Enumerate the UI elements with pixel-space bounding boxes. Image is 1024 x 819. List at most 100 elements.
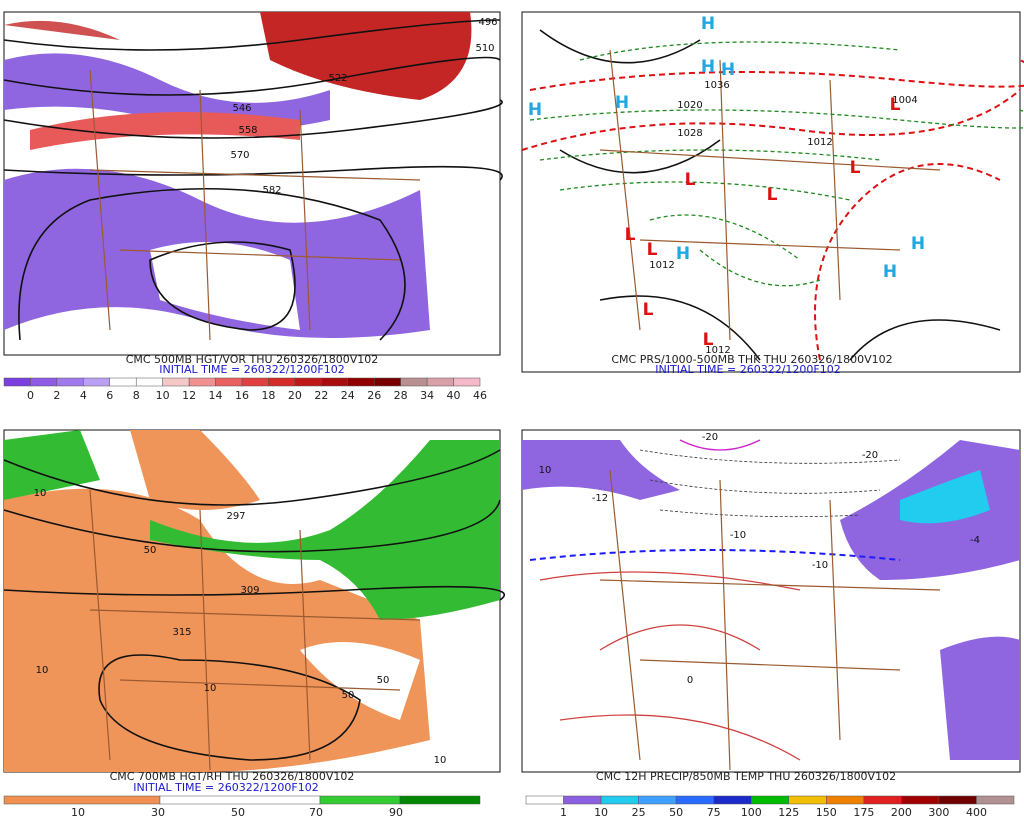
state-lines	[599, 469, 941, 771]
pressure-center: L	[850, 158, 861, 178]
contour-label: 50	[342, 690, 355, 701]
colorbar-label: 200	[891, 806, 912, 819]
contour-label: 315	[172, 627, 191, 638]
contour-label: 10	[34, 488, 47, 499]
map-precip	[521, 429, 1021, 773]
colorbar-box	[638, 795, 677, 805]
colorbar-label: 40	[447, 389, 461, 402]
contour-label: -4	[970, 535, 980, 546]
colorbar-label: 8	[133, 389, 140, 402]
contour	[3, 165, 503, 181]
colorbar-label: 46	[473, 389, 487, 402]
contour-label: -10	[812, 560, 828, 571]
contour	[3, 585, 506, 601]
colorbar-label: 400	[966, 806, 987, 819]
contour	[18, 187, 406, 341]
state-lines	[89, 489, 421, 771]
colorbar-box	[162, 377, 190, 387]
initial-time: INITIAL TIME = 260322/1200F102	[655, 363, 840, 376]
thickness	[814, 163, 1001, 361]
colorbar-box	[938, 795, 977, 805]
colorbar-box	[294, 377, 322, 387]
colorbar-box	[400, 377, 428, 387]
pressure-center: H	[911, 234, 925, 254]
initial-time: INITIAL TIME = 260322/1200F102	[133, 781, 318, 794]
colorbar-label: 6	[106, 389, 113, 402]
colorbar-box	[976, 795, 1015, 805]
colorbar-label: 16	[235, 389, 249, 402]
colorbar-box	[453, 377, 481, 387]
colorbar-label: 24	[341, 389, 355, 402]
colorbar-label: 300	[928, 806, 949, 819]
map-500mb	[3, 11, 503, 356]
contour-label: 570	[230, 150, 249, 161]
pressure-center: L	[643, 300, 654, 320]
precip	[940, 636, 1020, 760]
contour-label: 1036	[704, 80, 729, 91]
pressure-center: L	[625, 225, 636, 245]
colorbar-box	[901, 795, 940, 805]
contour-label: 50	[144, 545, 157, 556]
colorbar-label: 175	[853, 806, 874, 819]
caption: CMC 500MB HGT/VOR THU 260326/1800V102	[126, 353, 379, 366]
contour-label: 496	[478, 17, 497, 28]
contour-label: 297	[226, 511, 245, 522]
contour-label: 558	[238, 125, 257, 136]
colorbar-box	[56, 377, 84, 387]
contour-label: -20	[702, 432, 718, 443]
colorbar-label: 22	[314, 389, 328, 402]
colorbar-label: 0	[27, 389, 34, 402]
pressure-center: H	[676, 244, 690, 264]
colorbar-box	[241, 377, 269, 387]
colorbar-label: 90	[389, 806, 403, 819]
colorbar-box	[188, 377, 216, 387]
colorbar-label: 12	[182, 389, 196, 402]
vort-max	[4, 20, 120, 40]
thickness	[529, 59, 1024, 91]
contour-label: -10	[730, 530, 746, 541]
contour	[3, 499, 501, 553]
colorbar-box	[319, 795, 401, 805]
temp-contours	[639, 449, 901, 518]
isobar	[539, 29, 1001, 361]
colorbar-box	[3, 795, 161, 805]
colorbar-label: 30	[151, 806, 165, 819]
precip	[522, 440, 680, 500]
contour-label: 522	[328, 73, 347, 84]
contour-label: 1012	[807, 137, 832, 148]
contour-label: 10	[204, 683, 217, 694]
map-pressure	[521, 11, 1024, 373]
colorbar-box	[426, 377, 454, 387]
colorbar-box	[373, 377, 401, 387]
colorbar-label: 2	[53, 389, 60, 402]
rh-moist	[150, 440, 500, 620]
contour-label: -20	[862, 450, 878, 461]
contour-label: 510	[475, 43, 494, 54]
colorbar-box	[109, 377, 137, 387]
contour-label: 1028	[677, 128, 702, 139]
caption: CMC PRS/1000-500MB THK THU 260326/1800V1…	[611, 353, 892, 366]
colorbar-box	[3, 377, 31, 387]
colorbar-box	[30, 377, 58, 387]
vort-area	[4, 53, 330, 131]
contour	[3, 99, 503, 139]
colorbar-box	[215, 377, 243, 387]
pressure-center: H	[528, 100, 542, 120]
contour	[149, 241, 296, 331]
colorbar-label: 26	[367, 389, 381, 402]
colorbar-label: 18	[261, 389, 275, 402]
colorbar-label: 50	[669, 806, 683, 819]
colorbar-box	[347, 377, 375, 387]
pressure-center: H	[615, 93, 629, 113]
colorbar-box	[268, 377, 296, 387]
temp-contours	[539, 571, 801, 761]
colorbar-label: 28	[394, 389, 408, 402]
temp-contours	[679, 439, 761, 451]
colorbar-box	[159, 795, 321, 805]
pressure-center: H	[883, 262, 897, 282]
contour-label: 10	[36, 665, 49, 676]
contour-label: 309	[240, 585, 259, 596]
colorbar-label: 4	[80, 389, 87, 402]
colorbar-box	[675, 795, 714, 805]
